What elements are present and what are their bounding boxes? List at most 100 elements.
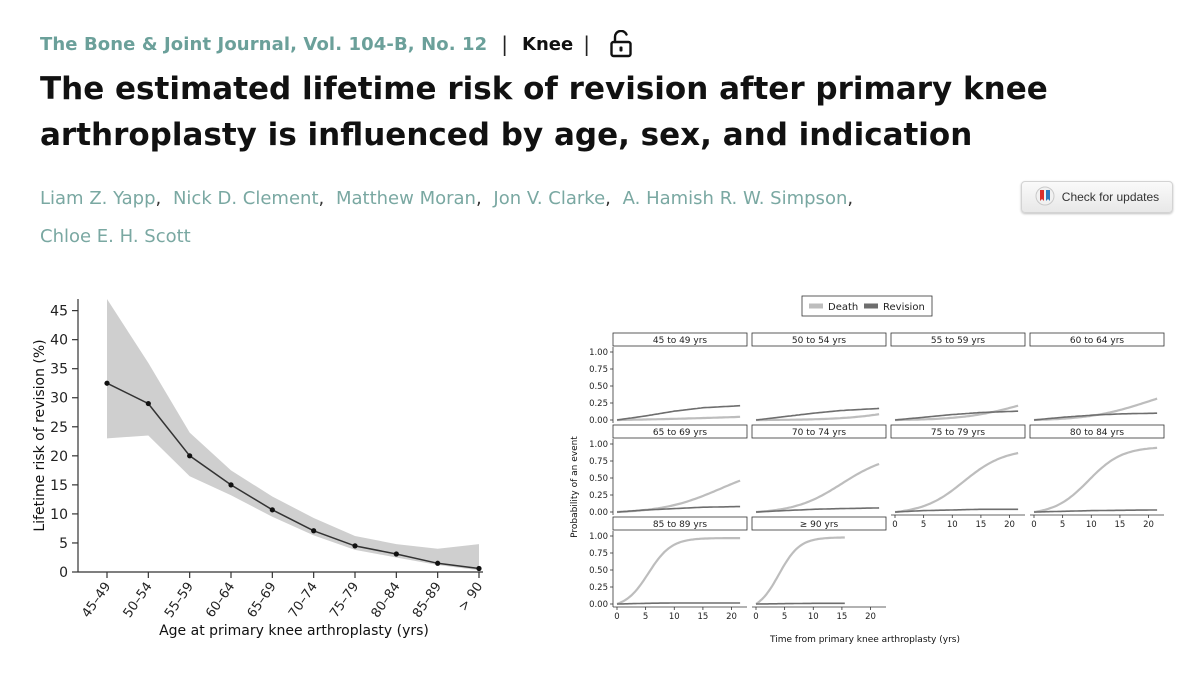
- revision-curve: [616, 404, 741, 421]
- y-tick-label: 0.50: [589, 474, 608, 484]
- revision-curve: [617, 602, 741, 605]
- panel-label: 75 to 79 yrs: [931, 428, 986, 438]
- x-axis-label: Age at primary knee arthroplasty (yrs): [159, 623, 429, 639]
- y-tick-label: 0.75: [589, 457, 608, 467]
- section-link[interactable]: Knee: [522, 33, 574, 55]
- legend-label-death: Death: [828, 302, 858, 313]
- x-tick-label: 0: [892, 520, 897, 530]
- y-tick-label: 35: [50, 362, 68, 378]
- x-tick-label: 10: [1086, 520, 1097, 530]
- crossmark-icon: [1035, 186, 1055, 209]
- x-tick-label: 10: [808, 612, 819, 622]
- panel-strip: [612, 424, 748, 439]
- death-curve: [616, 537, 741, 606]
- panel-strip: [612, 516, 748, 531]
- panel-label: 55 to 59 yrs: [931, 336, 986, 346]
- author-link[interactable]: Nick D. Clement: [172, 188, 319, 209]
- x-tick-label: 15: [836, 612, 847, 622]
- confidence-band: [107, 299, 479, 571]
- death-curve: [895, 404, 1019, 422]
- death-curve: [1033, 446, 1158, 514]
- x-tick-label: 20: [1143, 520, 1154, 530]
- x-tick-label: 20: [726, 612, 737, 622]
- data-point: [145, 400, 151, 407]
- data-point: [187, 453, 193, 459]
- journal-link[interactable]: The Bone & Joint Journal, Vol. 104-B, No…: [40, 33, 488, 55]
- legend-label-revision: Revision: [883, 302, 925, 313]
- x-tick-label: 5: [921, 520, 926, 530]
- header-separator: |: [583, 32, 590, 56]
- data-point: [104, 380, 110, 386]
- death-curve: [755, 462, 880, 514]
- data-point: [269, 507, 275, 513]
- x-tick-label: 65–69: [245, 580, 280, 621]
- y-axis-label: Lifetime risk of revision (%): [32, 339, 48, 531]
- check-for-updates-button[interactable]: Check for updates: [1021, 181, 1173, 213]
- revision-curve: [616, 505, 741, 513]
- x-tick-label: 60–64: [203, 580, 238, 621]
- author-list: Liam Z. Yapp, Nick D. Clement, Matthew M…: [40, 188, 854, 247]
- x-tick-label: > 90: [456, 580, 486, 614]
- panel-label: 45 to 49 yrs: [653, 336, 708, 346]
- data-point: [311, 528, 317, 534]
- x-tick-label: 5: [643, 612, 648, 622]
- y-tick-label: 0.25: [589, 399, 608, 409]
- data-point: [393, 551, 399, 557]
- y-tick-label: 0.25: [589, 491, 608, 501]
- x-tick-label: 5: [782, 612, 787, 622]
- panel-label: ≥ 90 yrs: [800, 520, 839, 530]
- revision-curve: [755, 407, 880, 421]
- author-link[interactable]: A. Hamish R. W. Simpson: [622, 188, 848, 209]
- y-tick-label: 0.50: [589, 566, 608, 576]
- x-tick-label: 20: [865, 612, 876, 622]
- author-link[interactable]: Matthew Moran: [335, 188, 476, 209]
- panel-strip: [751, 424, 887, 439]
- journal-header: The Bone & Joint Journal, Vol. 104-B, No…: [40, 30, 632, 58]
- panel-label: 85 to 89 yrs: [653, 520, 708, 530]
- risk-line: [106, 382, 480, 570]
- panel-label: 50 to 54 yrs: [792, 336, 847, 346]
- x-tick-label: 10: [947, 520, 958, 530]
- data-point: [476, 565, 482, 572]
- y-tick-label: 30: [50, 391, 68, 407]
- x-tick-label: 70–74: [286, 580, 321, 621]
- panel-label: 80 to 84 yrs: [1070, 428, 1125, 438]
- x-tick-label: 15: [697, 612, 708, 622]
- y-tick-label: 1.00: [589, 348, 608, 358]
- revision-curve: [1034, 509, 1158, 513]
- x-tick-label: 10: [669, 612, 680, 622]
- cumulative-incidence-chart: Death Revision 45 to 49 yrs 0.00 0.25 0.50 0.7…: [570, 295, 1165, 645]
- x-tick-label: 80–84: [369, 580, 404, 621]
- x-tick-label: 0: [753, 612, 758, 622]
- y-tick-label: 10: [50, 507, 68, 523]
- data-point: [352, 543, 358, 549]
- y-tick-label: 0.50: [589, 382, 608, 392]
- panel-strip: [751, 516, 887, 531]
- y-tick-label: 0.00: [589, 600, 608, 610]
- x-tick-label: 50–54: [121, 580, 156, 621]
- article-title: The estimated lifetime risk of revision …: [40, 71, 1048, 153]
- y-tick-label: 0.00: [589, 416, 608, 426]
- x-tick-label: 85–89: [410, 580, 445, 621]
- panel-strip: [890, 332, 1026, 347]
- author-link[interactable]: Chloe E. H. Scott: [40, 226, 191, 247]
- author-link[interactable]: Liam Z. Yapp: [40, 188, 156, 209]
- revision-curve: [756, 602, 845, 605]
- death-curve: [1033, 397, 1158, 422]
- author-link[interactable]: Jon V. Clarke: [493, 188, 606, 209]
- y-tick-label: 45: [50, 304, 68, 320]
- panel-strip: [890, 424, 1026, 439]
- death-curve: [755, 536, 845, 605]
- panel-label: 60 to 64 yrs: [1070, 336, 1125, 346]
- x-tick-label: 0: [1031, 520, 1036, 530]
- data-point: [228, 482, 234, 488]
- open-lock-icon: [610, 30, 632, 58]
- panel-strip: [1029, 332, 1165, 347]
- header-separator: |: [501, 32, 509, 56]
- y-tick-label: 1.00: [589, 440, 608, 450]
- death-curve: [894, 451, 1019, 514]
- x-tick-label: 15: [1114, 520, 1125, 530]
- x-tick-label: 75–79: [327, 580, 362, 621]
- x-tick-label: 45–49: [79, 580, 114, 621]
- y-tick-label: 0.75: [589, 365, 608, 375]
